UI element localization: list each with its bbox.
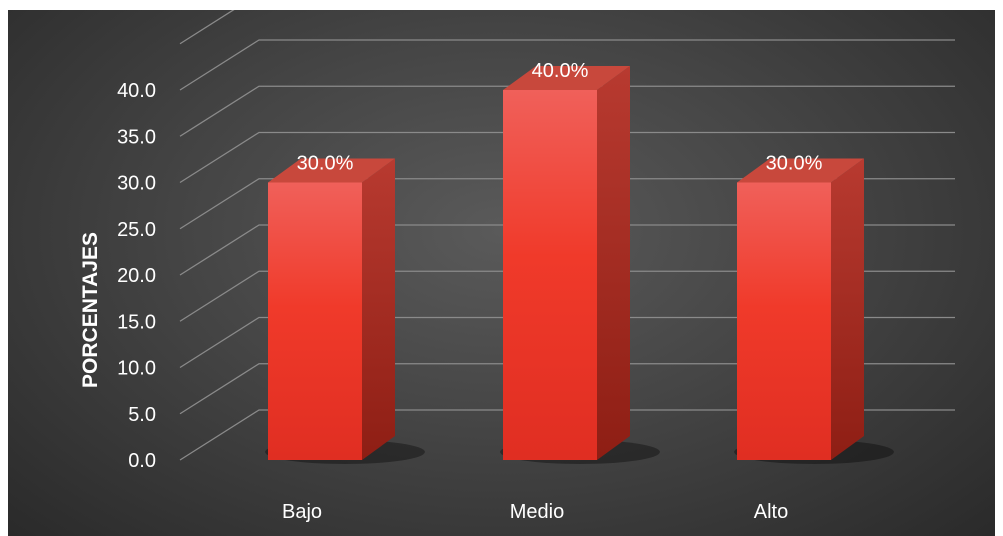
x-category-label: Alto (754, 501, 788, 523)
y-tick-label: 40.0 (117, 80, 156, 102)
data-label: 30.0% (297, 153, 354, 175)
bar-side-face (831, 158, 864, 460)
y-tick-label: 5.0 (128, 404, 156, 426)
y-tick-label: 30.0 (117, 173, 156, 195)
gridline (179, 363, 955, 415)
gridline (179, 131, 955, 184)
data-labels: 30.0% 40.0% 30.0% (297, 60, 823, 175)
chart-area: 0.0 5.0 10.0 15.0 20.0 25.0 30.0 35.0 40.0 Bajo M… (8, 10, 995, 536)
bar-front-face (268, 182, 362, 460)
x-category-label: Medio (510, 501, 564, 523)
gridline (179, 316, 955, 369)
bar-side-face (597, 66, 630, 460)
y-tick-label: 15.0 (117, 311, 156, 333)
y-axis-title: PORCENTAJES (79, 232, 102, 388)
gridline (179, 178, 955, 230)
y-tick-label: 35.0 (117, 126, 156, 148)
gridline (179, 270, 955, 322)
gridline (179, 409, 955, 461)
gridlines (179, 10, 955, 461)
gridline (179, 39, 955, 91)
bars (268, 66, 864, 460)
y-tick-labels: 0.0 5.0 10.0 15.0 20.0 25.0 30.0 35.0 40.0 (117, 80, 156, 472)
x-category-labels: Bajo Medio Alto (282, 501, 788, 523)
bar-medio (503, 66, 630, 460)
gridline (179, 224, 955, 276)
data-label: 40.0% (532, 60, 589, 82)
bar-alto (737, 158, 864, 460)
bar-front-face (503, 90, 597, 460)
y-tick-label: 25.0 (117, 219, 156, 241)
bar-bajo (268, 158, 395, 460)
data-label: 30.0% (766, 153, 823, 175)
bar-top-face (737, 158, 864, 183)
bar-front-face (737, 182, 831, 460)
y-tick-label: 0.0 (128, 450, 156, 472)
bar-side-face (362, 158, 395, 460)
y-tick-label: 20.0 (117, 265, 156, 287)
gridline (179, 10, 235, 45)
bar-top-face (268, 158, 395, 183)
bar-chart-3d: 0.0 5.0 10.0 15.0 20.0 25.0 30.0 35.0 40.0 Bajo M… (79, 10, 955, 523)
bar-top-face (503, 66, 630, 90)
y-tick-label: 10.0 (117, 358, 156, 380)
x-category-label: Bajo (282, 501, 322, 523)
gridline (179, 85, 955, 137)
